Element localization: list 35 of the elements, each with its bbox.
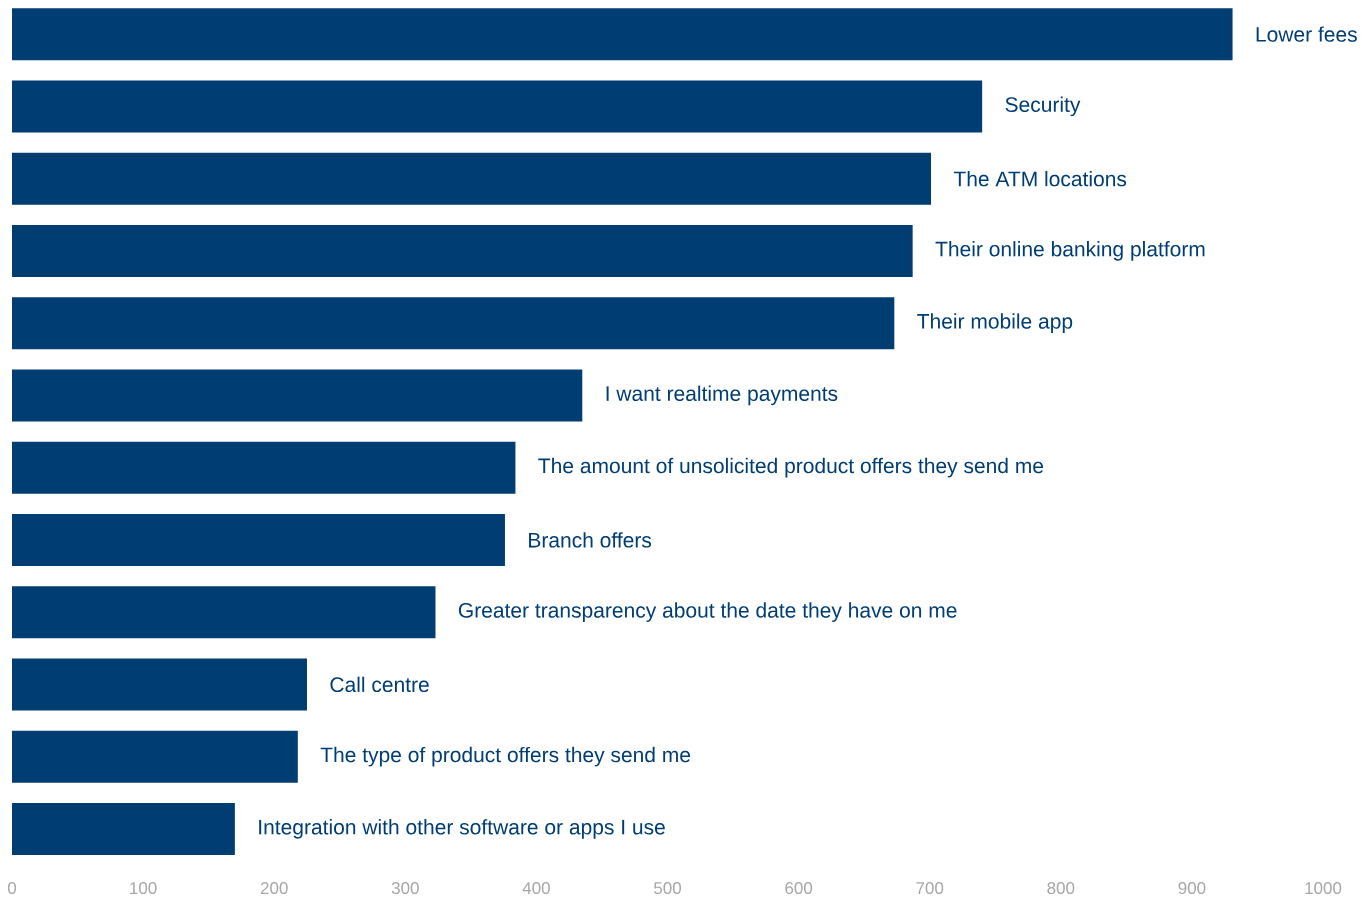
bar [12,369,583,422]
x-tick-label: 800 [1047,882,1075,895]
x-tick-label: 200 [260,882,288,895]
x-tick-label: 400 [522,882,550,895]
x-tick-label: 1000 [1305,882,1342,895]
y-tick-label: Greater transparency about the date they have on me [458,602,957,622]
bar [12,730,298,783]
y-tick-label: Lower fees [1256,26,1357,42]
x-tick-label: 0 [7,882,17,895]
x-tick-label: 300 [391,882,419,895]
x-tick-label: 500 [654,882,682,895]
x-tick-label: 100 [130,882,157,895]
x-tick-label: 600 [785,882,813,895]
bar [12,8,1233,61]
y-tick-label: Branch offers [529,532,652,548]
bar [12,224,913,277]
y-tick-label: Call centre [330,676,429,693]
x-tick-label: 700 [916,882,944,895]
bar [12,586,436,639]
y-tick-label: The type of product offers they send me [320,746,691,767]
bar [12,80,983,133]
bar [12,297,895,350]
y-tick-label: The amount of unsolicited product offers they send me [538,457,1044,478]
y-tick-label: Security [1005,96,1081,117]
bar [12,441,516,494]
y-tick-label: The ATM locations [953,170,1127,187]
bar [12,658,307,711]
bar [12,152,932,205]
y-tick-label: Their mobile app [917,313,1073,333]
y-tick-label: Their online banking platform [935,241,1205,261]
y-tick-label: Integration with other software or apps I use [259,819,665,839]
x-tick-label: 900 [1178,882,1206,895]
y-tick-label: I want realtime payments [606,385,838,406]
bar [12,802,235,855]
bar [12,513,505,566]
